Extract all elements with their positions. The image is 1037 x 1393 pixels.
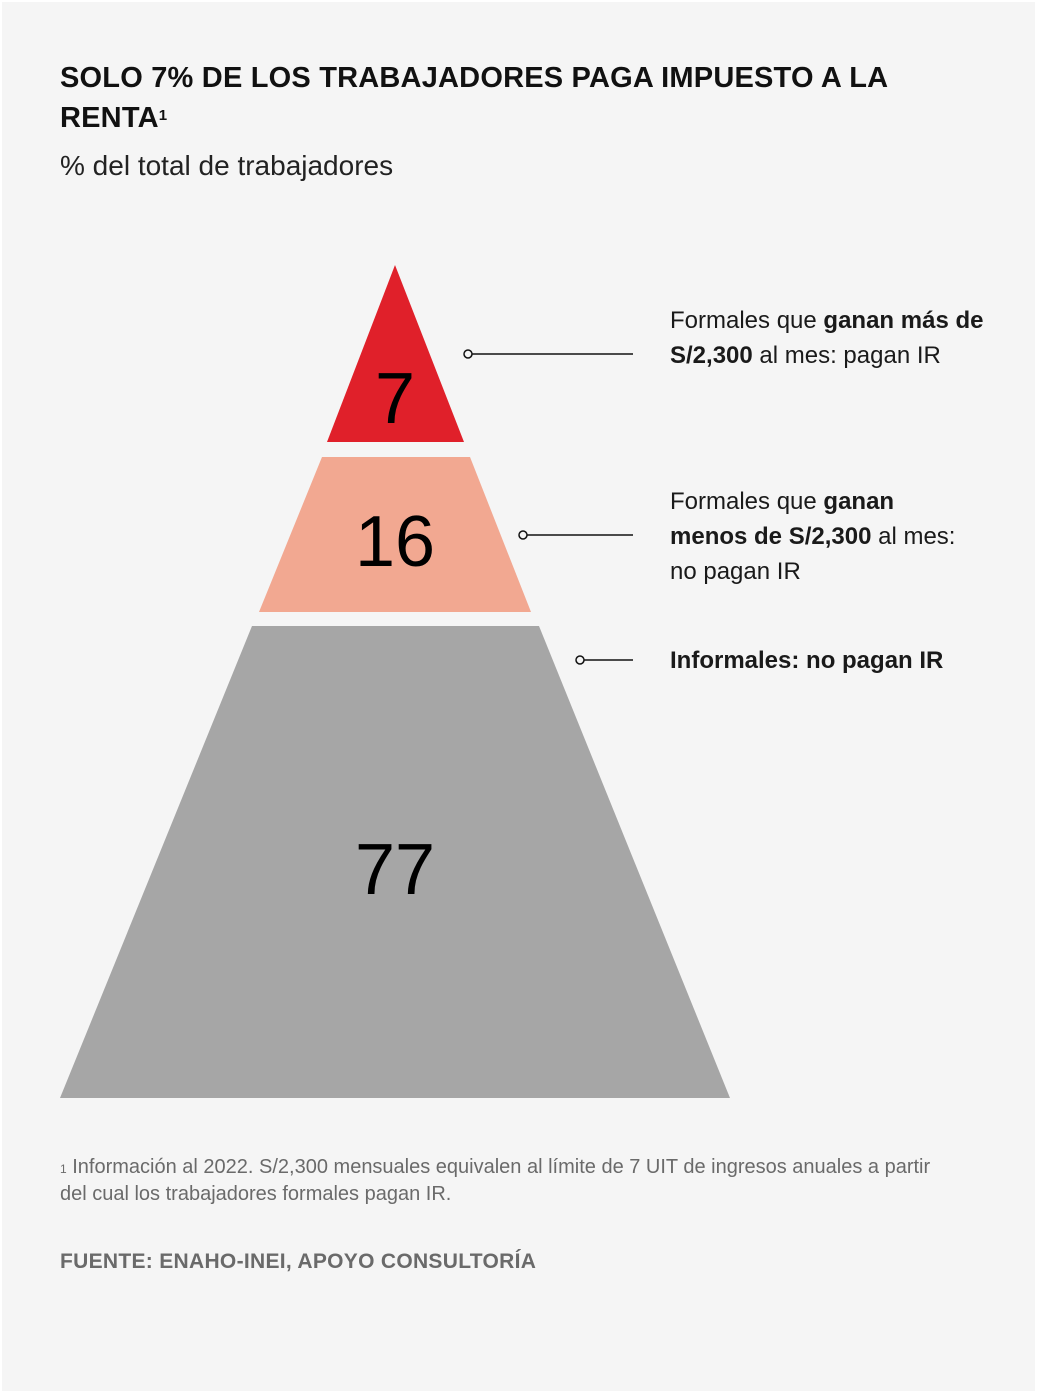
title-footnote-marker: 1 <box>158 107 168 124</box>
annotation-text-run: ganan más de S/2,300 <box>670 307 984 369</box>
chart-title: SOLO 7% DE LOS TRABAJADORES PAGA IMPUEST… <box>60 58 990 138</box>
source-note: FUENTE: ENAHO-INEI, APOYO CONSULTORÍA <box>60 1250 537 1273</box>
segment-bottom-value-label: 77 <box>355 830 435 910</box>
leader-lines <box>463 349 633 665</box>
annotation-text-run: Formales que <box>670 488 824 515</box>
segment-top-value-label: 7 <box>375 359 415 439</box>
annotation-middle: Formales que ganan menos de S/2,300 al m… <box>670 484 970 589</box>
segment-middle-value-label: 16 <box>355 502 435 582</box>
leader-dot-middle <box>518 530 528 540</box>
annotation-top: Formales que ganan más de S/2,300 al mes… <box>670 303 1000 373</box>
annotation-text-run: al mes: pagan IR <box>752 342 941 369</box>
annotation-bottom: Informales: no pagan IR <box>670 643 1010 678</box>
leader-dot-bottom <box>575 655 585 665</box>
leader-dot-top <box>463 349 473 359</box>
footnote-text: Información al 2022. S/2,300 mensuales e… <box>60 1156 931 1205</box>
footnote-marker: 1 <box>60 1162 67 1176</box>
annotation-text-run: Informales: no pagan IR <box>670 647 944 674</box>
segment-bottom <box>60 626 730 1098</box>
footnote: 1 Información al 2022. S/2,300 mensuales… <box>60 1154 960 1208</box>
segment-labels: 7 16 77 <box>355 359 435 910</box>
segment-top <box>327 265 464 442</box>
chart-subtitle: % del total de trabajadores <box>60 150 394 181</box>
segment-middle <box>259 457 531 612</box>
pyramid-segments <box>60 265 730 1098</box>
annotation-text-run: al mes: no pagan IR <box>670 523 956 585</box>
annotation-text-run: ganan menos de S/2,300 <box>670 488 895 550</box>
annotation-text-run: Formales que <box>670 307 824 334</box>
title-text: SOLO 7% DE LOS TRABAJADORES PAGA IMPUEST… <box>60 62 888 134</box>
